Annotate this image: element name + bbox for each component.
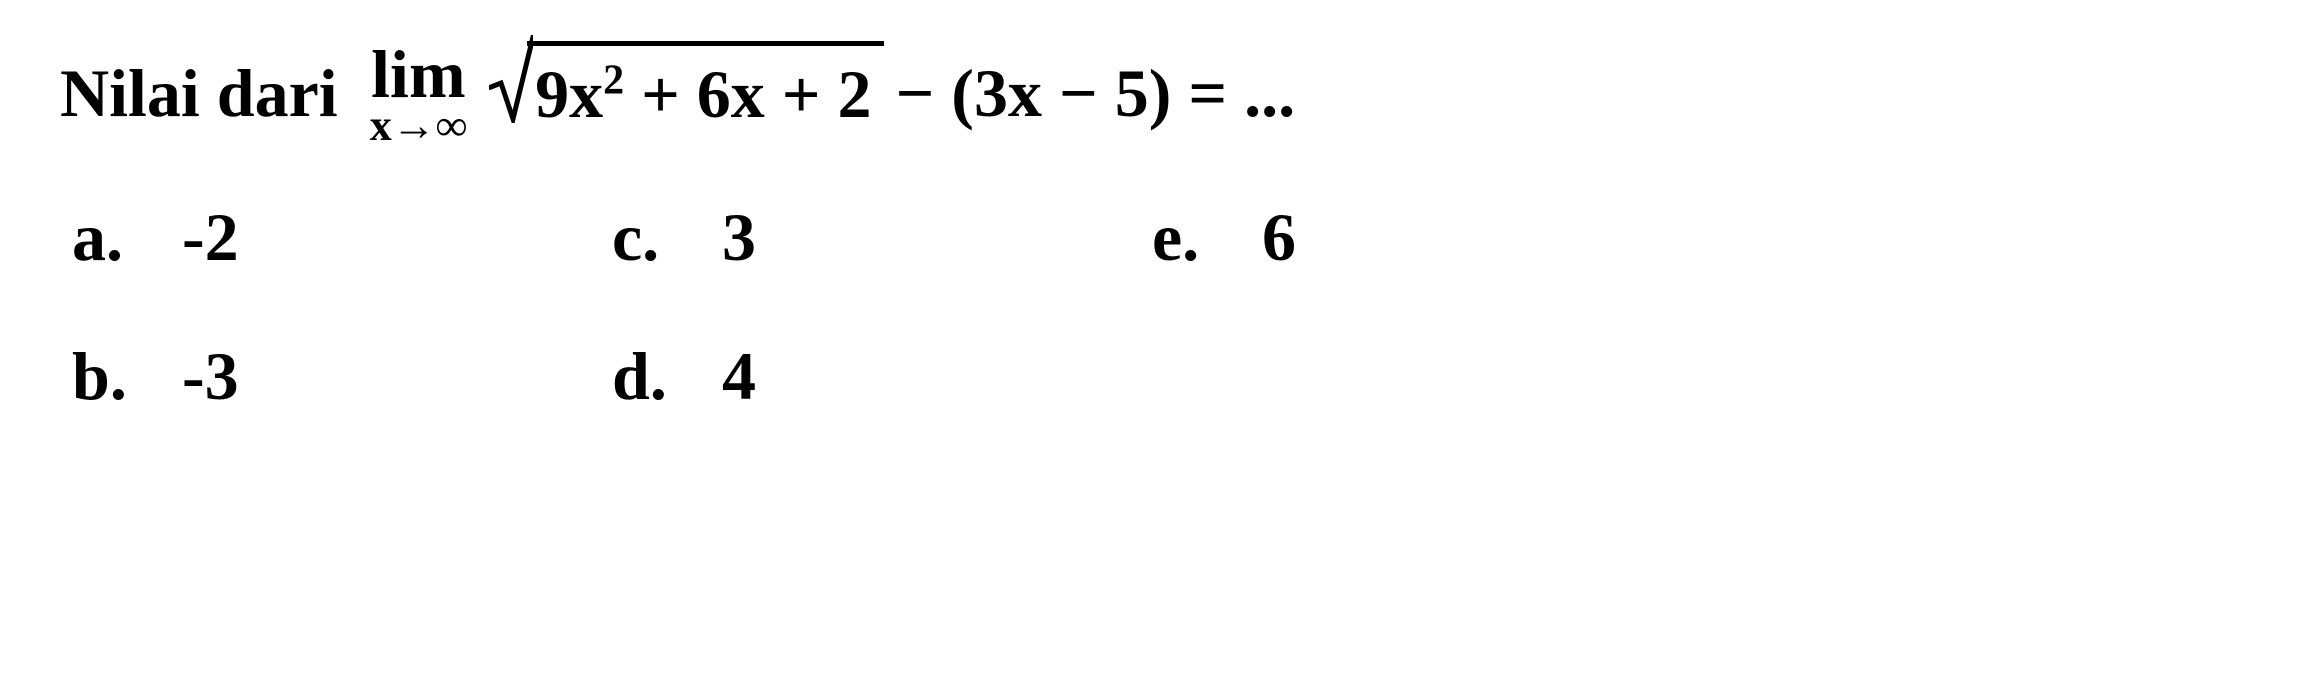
option-d: d. 4 [612,337,1092,416]
option-c: c. 3 [612,198,1092,277]
option-b: b. -3 [72,337,552,416]
option-a: a. -2 [72,198,552,277]
radicand-part2: + 6x + 2 [624,56,872,132]
square-root: 9x2 + 6x + 2 [489,41,884,148]
option-value: 4 [722,337,756,416]
radicand-exponent: 2 [603,57,624,103]
radical-icon [489,35,533,142]
expression-tail: − (3x − 5) = ... [896,53,1296,135]
option-label: d. [612,337,702,416]
option-value: 3 [722,198,756,277]
radicand: 9x2 + 6x + 2 [527,41,884,138]
question-prefix: Nilai dari [60,53,338,135]
option-label: a. [72,198,162,277]
option-value: -3 [182,337,239,416]
option-value: -2 [182,198,239,277]
question-text: Nilai dari lim x→∞ 9x2 + 6x + 2 − (3x − … [60,40,2257,148]
option-label: e. [1152,198,1242,277]
option-e: e. 6 [1152,198,1632,277]
answer-options: a. -2 c. 3 e. 6 b. -3 d. 4 [72,198,2257,416]
option-label: b. [72,337,162,416]
option-value: 6 [1262,198,1296,277]
limit-subscript: x→∞ [370,104,467,148]
option-label: c. [612,198,702,277]
limit-operator: lim [371,40,465,108]
radicand-part1: 9x [535,56,603,132]
limit-notation: lim x→∞ [370,40,467,148]
